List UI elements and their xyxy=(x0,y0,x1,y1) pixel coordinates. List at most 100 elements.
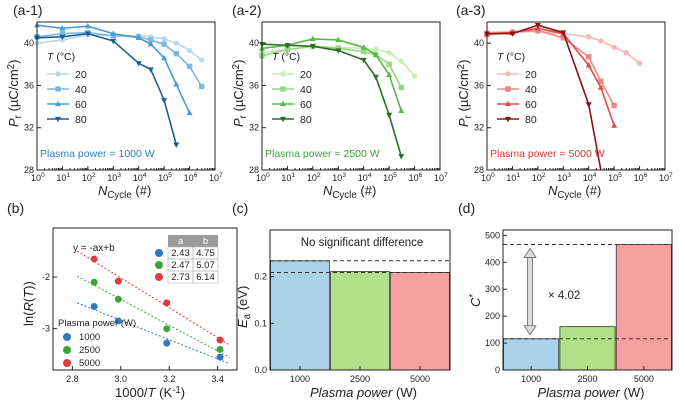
data-point xyxy=(636,60,643,66)
data-point xyxy=(372,74,379,81)
data-point xyxy=(59,25,66,31)
table-value-a: 2.47 xyxy=(171,260,190,271)
chart-d: (d) 1000 2500 5000 0 100 200 300 400 500 Plasma po… xyxy=(458,200,673,400)
data-point xyxy=(560,30,567,36)
legend-label: 20 xyxy=(300,69,312,81)
table-header: a xyxy=(178,236,184,247)
legend-title: Plasma power (W) xyxy=(58,318,136,329)
data-point xyxy=(173,142,180,148)
data-point xyxy=(598,78,604,84)
data-point xyxy=(386,71,393,78)
data-point xyxy=(386,61,392,67)
equation-label: y = -ax+b xyxy=(73,243,115,254)
legend-marker xyxy=(63,359,71,367)
fit-line xyxy=(76,275,230,358)
legend: T (°C)20 40 60 80 xyxy=(272,51,312,126)
table-value-b: 4.75 xyxy=(196,248,215,259)
fit-line xyxy=(76,250,230,346)
data-point xyxy=(84,31,91,37)
x-tick-label: 106 xyxy=(409,172,423,183)
x-axis-title: 1000/T (K-1) xyxy=(115,385,185,400)
legend-label: 2500 xyxy=(79,345,100,356)
x-tick-label: 107 xyxy=(659,172,673,183)
data-point xyxy=(284,46,291,53)
y-tick-label: 40 xyxy=(24,38,34,48)
legend-title: T (°C) xyxy=(497,51,525,63)
data-point xyxy=(147,67,154,73)
x-tick-label: 106 xyxy=(634,172,648,183)
y-axis-title: Ea (eV) xyxy=(235,286,253,328)
legend-label: 1000 xyxy=(79,332,100,343)
series-line xyxy=(261,43,403,157)
data-point xyxy=(386,112,393,119)
ratio-annotation: × 4.02 xyxy=(548,290,580,302)
data-point xyxy=(335,36,342,43)
data-point xyxy=(398,154,405,160)
x-tick-label: 1000 xyxy=(290,374,310,384)
y-tick-label: 300 xyxy=(485,284,500,294)
x-tick-label: 2500 xyxy=(350,374,370,384)
x-axis-title: Plasma power (W) xyxy=(310,385,417,400)
legend-label: 80 xyxy=(75,114,87,126)
bar-2500 xyxy=(330,271,390,371)
data-point xyxy=(611,122,618,128)
data-point xyxy=(161,98,168,104)
y-axis-title: Pr (µC/cm2) xyxy=(6,60,24,127)
legend-marker xyxy=(505,86,511,92)
arrow-head-up xyxy=(523,247,537,258)
x-tick-label: 2.8 xyxy=(66,374,79,384)
legend-label: 80 xyxy=(300,114,312,126)
y-axis-title: C* xyxy=(468,294,483,307)
legend-label: 20 xyxy=(525,69,537,81)
data-point xyxy=(598,38,604,44)
y-tick-label: -3 xyxy=(42,324,50,334)
bar-1000 xyxy=(270,260,330,371)
x-tick-label: 103 xyxy=(107,172,121,183)
data-point xyxy=(186,47,193,54)
x-tick-label: 105 xyxy=(608,172,622,183)
data-point xyxy=(216,336,224,344)
data-point xyxy=(398,58,404,64)
data-point xyxy=(135,61,142,67)
data-point xyxy=(114,295,122,303)
y-tick-label: 32 xyxy=(24,123,34,133)
legend-marker xyxy=(505,116,511,123)
legend: Plasma power (W) 1000 2500 5000 xyxy=(58,318,136,369)
bar-2500 xyxy=(559,326,616,371)
x-tick-label: 101 xyxy=(56,172,70,183)
x-tick-label: 103 xyxy=(557,172,571,183)
chart-c: (c) 1000 2500 5000 0.0 0.1 0.2 Plasma power (W)… xyxy=(232,200,451,400)
x-tick-label: 102 xyxy=(307,172,321,183)
legend-marker xyxy=(280,86,286,92)
data-point xyxy=(509,31,516,37)
data-point xyxy=(411,73,418,79)
data-point xyxy=(173,81,180,87)
data-point xyxy=(386,49,392,56)
data-point xyxy=(398,107,405,113)
x-tick-label: 2500 xyxy=(577,374,597,384)
bar-1000 xyxy=(503,338,560,371)
x-tick-label: 104 xyxy=(133,172,147,183)
y-tick-label: 36 xyxy=(474,80,484,90)
legend-marker xyxy=(55,100,61,107)
fit-table: a b 2.43 4.75 2.47 5.07 2.73 6.14 xyxy=(155,235,219,284)
panel-label: (d) xyxy=(458,200,475,216)
chart-a1: (a-1) 100 101 102 103 104 105 106 107 28 32 36 40 NCy… xyxy=(6,2,223,201)
data-point xyxy=(59,34,66,41)
x-axis-title: Plasma power (W) xyxy=(538,385,645,400)
series-2500 xyxy=(76,275,230,358)
x-tick-label: 103 xyxy=(332,172,346,183)
legend-label: 40 xyxy=(525,84,537,96)
plot-frame xyxy=(502,229,673,371)
table-value-a: 2.73 xyxy=(171,272,190,283)
bar-5000 xyxy=(390,272,450,371)
legend-label: 40 xyxy=(75,84,87,96)
data-point xyxy=(59,30,66,37)
data-point xyxy=(135,34,142,41)
legend: T (°C)20 40 60 80 xyxy=(47,51,87,126)
data-point xyxy=(199,83,205,90)
no-difference-annotation: No significant difference xyxy=(301,237,424,249)
table-value-a: 2.43 xyxy=(171,248,190,259)
data-point xyxy=(163,325,171,333)
data-point xyxy=(84,22,91,29)
